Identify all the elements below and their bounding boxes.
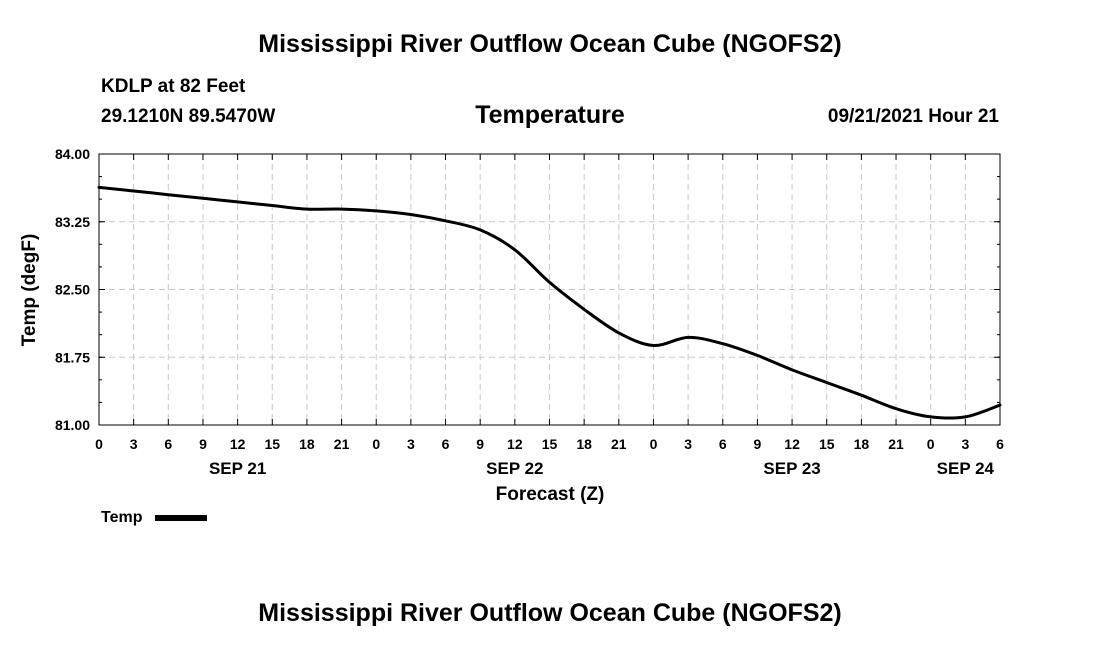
x-tick-label: 9 xyxy=(476,436,484,452)
x-tick-label: 3 xyxy=(961,436,969,452)
x-tick-label: 9 xyxy=(199,436,207,452)
x-axis-label: Forecast (Z) xyxy=(496,484,605,505)
x-tick-label: 3 xyxy=(407,436,415,452)
station-label: KDLP at 82 Feet xyxy=(101,76,246,97)
y-axis-label: Temp (degF) xyxy=(19,234,40,347)
x-tick-label: 3 xyxy=(684,436,692,452)
y-tick-label: 83.25 xyxy=(55,214,90,230)
legend: Temp xyxy=(101,509,207,527)
x-tick-label: 15 xyxy=(819,436,835,452)
temp-series-line xyxy=(97,185,1002,420)
legend-swatch xyxy=(154,514,207,521)
x-tick-label: 3 xyxy=(130,436,138,452)
legend-label: Temp xyxy=(101,509,143,526)
page-title-bottom: Mississippi River Outflow Ocean Cube (NG… xyxy=(258,599,842,627)
x-tick-label: 0 xyxy=(650,436,658,452)
x-tick-label: 6 xyxy=(442,436,450,452)
x-date-label: SEP 22 xyxy=(486,459,543,478)
x-tick-label: 18 xyxy=(576,436,592,452)
x-tick-label: 12 xyxy=(507,436,523,452)
forecast-datetime: 09/21/2021 Hour 21 xyxy=(827,106,999,127)
page-title-top: Mississippi River Outflow Ocean Cube (NG… xyxy=(258,30,842,58)
station-coordinates: 29.1210N 89.5470W xyxy=(101,106,276,127)
y-tick-label: 84.00 xyxy=(55,146,90,162)
x-tick-label: 15 xyxy=(264,436,280,452)
y-tick-label: 81.75 xyxy=(55,349,90,365)
x-tick-label: 6 xyxy=(996,436,1004,452)
y-tick-label: 81.00 xyxy=(55,417,90,433)
x-tick-label: 18 xyxy=(299,436,315,452)
x-tick-label: 21 xyxy=(888,436,904,452)
x-tick-label: 0 xyxy=(927,436,935,452)
x-tick-label: 6 xyxy=(164,436,172,452)
x-tick-label: 9 xyxy=(754,436,762,452)
x-tick-label: 21 xyxy=(334,436,350,452)
x-date-label: SEP 21 xyxy=(209,459,266,478)
chart-title: Temperature xyxy=(475,101,625,129)
y-tick-label: 82.50 xyxy=(55,282,90,298)
x-date-label: SEP 24 xyxy=(937,459,995,478)
x-tick-label: 18 xyxy=(854,436,870,452)
x-tick-label: 6 xyxy=(719,436,727,452)
x-date-label: SEP 23 xyxy=(763,459,820,478)
x-tick-label: 0 xyxy=(95,436,103,452)
x-tick-label: 12 xyxy=(230,436,246,452)
x-tick-label: 15 xyxy=(542,436,558,452)
x-tick-label: 21 xyxy=(611,436,627,452)
x-tick-label: 0 xyxy=(372,436,380,452)
x-tick-label: 12 xyxy=(784,436,800,452)
